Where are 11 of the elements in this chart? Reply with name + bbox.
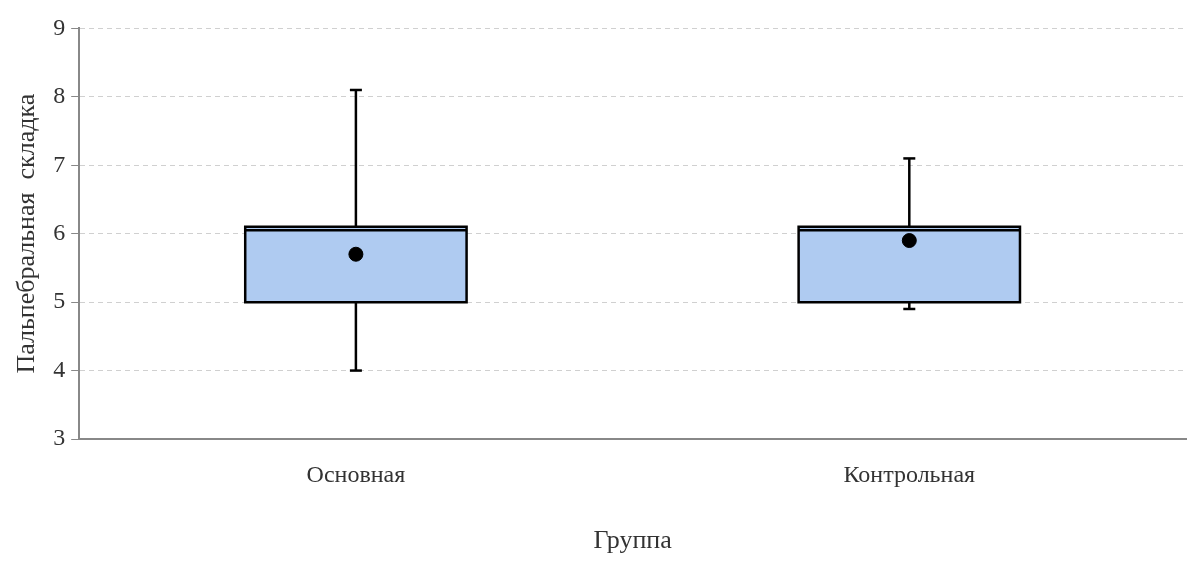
y-tick-label: 3 [53, 424, 66, 451]
x-tick-label: Контрольная [843, 460, 976, 487]
y-tick-label: 8 [53, 82, 66, 109]
y-tick-label: 4 [53, 355, 66, 382]
y-tick-label: 5 [53, 287, 66, 314]
y-tick-label: 6 [53, 219, 66, 245]
x-tick-label: Основная [306, 460, 406, 487]
x-axis-title: Группа [593, 525, 673, 555]
y-axis-title: Пальпебральная складка [11, 93, 41, 374]
y-tick-label: 7 [53, 150, 66, 177]
y-tick-label: 9 [53, 13, 66, 40]
